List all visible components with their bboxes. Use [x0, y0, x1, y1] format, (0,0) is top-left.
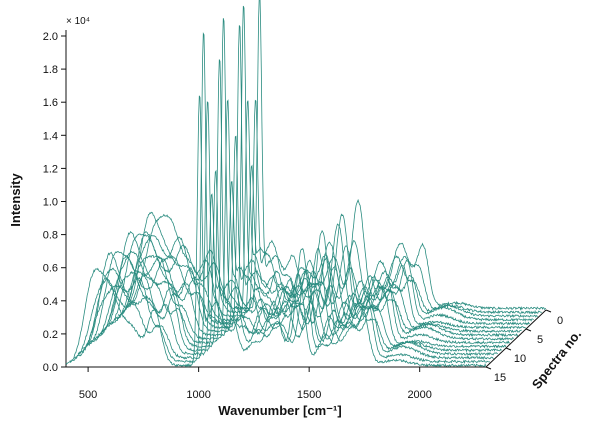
spectrum-line	[81, 169, 502, 353]
y-tick-label: 0.4	[43, 296, 58, 308]
y-tick-label: 1.6	[43, 97, 58, 109]
y-tick-label: 1.0	[43, 197, 58, 209]
z-tick-mark	[545, 309, 552, 313]
y-tick-label: 1.8	[43, 64, 58, 76]
y-tick-label: 0.0	[43, 362, 58, 374]
y-tick-label: 0.2	[43, 329, 58, 341]
y-axis-label: Intensity	[8, 173, 23, 227]
y-tick-label: 0.6	[43, 263, 58, 275]
x-tick-label: 2000	[407, 389, 431, 401]
spectrum-line	[77, 193, 498, 357]
z-axis-ticks: 0 5 10 15	[485, 309, 563, 384]
y-tick-label: 1.4	[43, 130, 58, 142]
z-tick-mark	[485, 366, 492, 370]
z-tick-label: 5	[537, 334, 543, 346]
z-axis-line	[485, 309, 547, 368]
chart-axes	[65, 30, 547, 368]
y-tick-label: 1.2	[43, 163, 58, 175]
spectrum-line	[65, 95, 487, 368]
spectrum-line	[105, 25, 526, 330]
z-tick-label: 15	[494, 372, 506, 384]
y-tick-label: 2.0	[43, 31, 58, 43]
x-axis-label: Wavenumber [cm⁻¹]	[218, 403, 341, 418]
x-axis-ticks: 500 1000 1500 2000	[79, 367, 432, 401]
spectrum-line	[117, 164, 538, 319]
y-axis-multiplier: × 10⁴	[66, 16, 90, 27]
z-tick-mark	[525, 328, 532, 332]
x-tick-label: 1500	[297, 389, 321, 401]
y-tick-label: 0.8	[43, 230, 58, 242]
z-tick-mark	[505, 347, 512, 351]
spectrum-line	[125, 0, 547, 311]
spectrum-line	[101, 135, 522, 334]
spectrum-line	[113, 100, 534, 322]
x-tick-label: 1000	[186, 389, 210, 401]
z-tick-label: 0	[557, 315, 563, 327]
x-tick-label: 500	[79, 389, 97, 401]
spectra-lines	[65, 0, 547, 368]
z-tick-label: 10	[514, 353, 526, 365]
spectrum-line	[97, 181, 519, 338]
y-axis-ticks: 0.0 0.2 0.4 0.6 0.8 1.0 1.2 1.4 1.6 1.8 2.0	[43, 31, 66, 374]
spectrum-line	[121, 99, 542, 315]
spectrum-line	[73, 101, 494, 361]
